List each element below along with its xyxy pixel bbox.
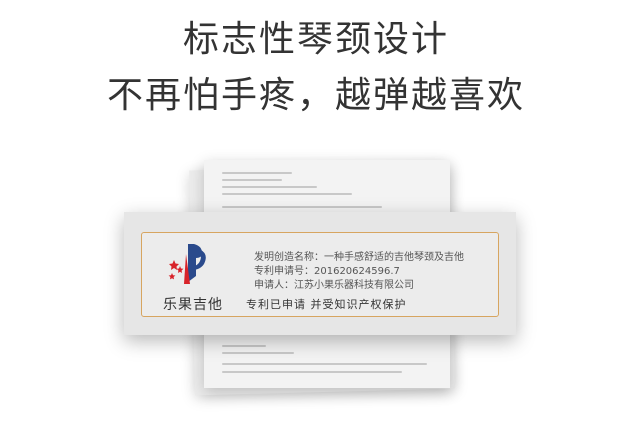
applicant-row: 申请人：江苏小果乐器科技有限公司 bbox=[254, 276, 414, 291]
invention-name-row: 发明创造名称：一种手感舒适的吉他琴颈及吉他 bbox=[254, 248, 464, 263]
invention-name-label: 发明创造名称： bbox=[254, 252, 324, 263]
application-number-label: 专利申请号： bbox=[254, 266, 314, 277]
patent-protection-note: 专利已申请 并受知识产权保护 bbox=[246, 298, 407, 311]
invention-name-value: 一种手感舒适的吉他琴颈及吉他 bbox=[324, 252, 464, 263]
headline-line-2: 不再怕手疼，越弹越喜欢 bbox=[106, 75, 525, 116]
applicant-value: 江苏小果乐器科技有限公司 bbox=[294, 280, 414, 291]
applicant-label: 申请人： bbox=[254, 280, 294, 291]
application-number-row: 专利申请号：201620624596.7 bbox=[254, 262, 400, 277]
application-number-value: 201620624596.7 bbox=[314, 266, 400, 277]
patent-office-emblem-icon bbox=[168, 244, 206, 284]
patent-card: 乐果吉他 发明创造名称：一种手感舒适的吉他琴颈及吉他 专利申请号：2016206… bbox=[124, 212, 516, 335]
card-frame bbox=[141, 232, 499, 317]
brand-name: 乐果吉他 bbox=[163, 297, 223, 313]
headline-line-1: 标志性琴颈设计 bbox=[182, 19, 449, 60]
